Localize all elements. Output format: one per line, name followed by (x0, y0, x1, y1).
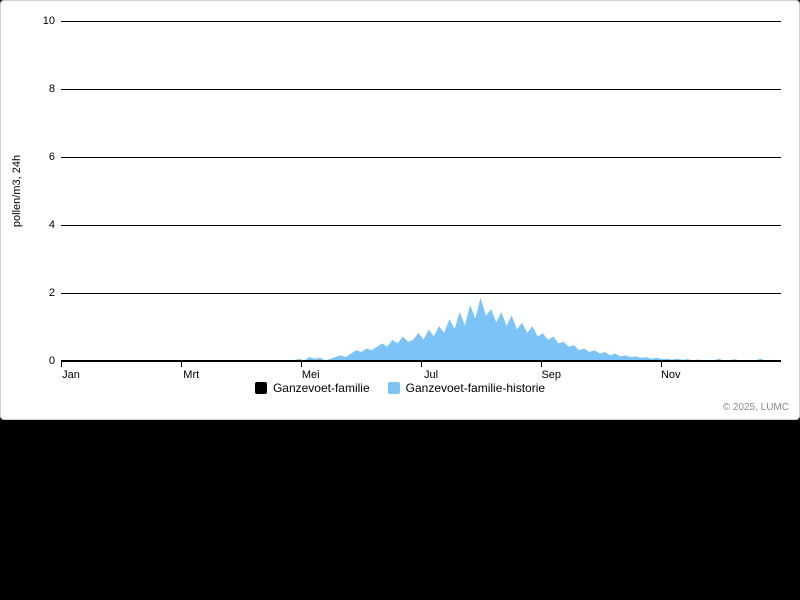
chart-card: pollen/m3, 24h 0246810JanMrtMeiJulSepNov… (0, 0, 800, 420)
legend-label-historie: Ganzevoet-familie-historie (406, 381, 545, 395)
plot-area: 0246810JanMrtMeiJulSepNov (61, 21, 781, 361)
y-tick-label: 2 (49, 287, 55, 299)
x-tick (661, 361, 662, 367)
gridline (61, 225, 781, 226)
gridline (61, 157, 781, 158)
x-tick-label: Nov (661, 369, 681, 381)
legend-swatch-ganzevoet (255, 382, 267, 394)
y-tick-label: 8 (49, 83, 55, 95)
x-tick (541, 361, 542, 367)
area-series-svg (61, 21, 781, 361)
y-tick-label: 0 (49, 355, 55, 367)
x-tick-label: Mrt (183, 369, 199, 381)
legend-swatch-historie (388, 382, 400, 394)
y-axis-title: pollen/m3, 24h (11, 155, 23, 227)
x-tick (61, 361, 62, 367)
y-tick-label: 6 (49, 151, 55, 163)
x-tick (181, 361, 182, 367)
gridline (61, 21, 781, 22)
x-tick (301, 361, 302, 367)
legend: Ganzevoet-familie Ganzevoet-familie-hist… (1, 381, 799, 395)
series-historie-area (61, 300, 781, 361)
legend-label-ganzevoet: Ganzevoet-familie (273, 381, 370, 395)
x-tick-label: Sep (541, 369, 561, 381)
legend-item-ganzevoet[interactable]: Ganzevoet-familie (255, 381, 370, 395)
x-tick (421, 361, 422, 367)
gridline (61, 293, 781, 294)
x-tick-label: Mei (302, 369, 320, 381)
gridline (61, 89, 781, 90)
y-tick-label: 10 (43, 15, 55, 27)
legend-item-historie[interactable]: Ganzevoet-familie-historie (388, 381, 545, 395)
y-tick-label: 4 (49, 219, 55, 231)
x-tick-label: Jul (424, 369, 438, 381)
x-tick-label: Jan (62, 369, 80, 381)
credits-text: © 2025, LUMC (723, 402, 789, 413)
